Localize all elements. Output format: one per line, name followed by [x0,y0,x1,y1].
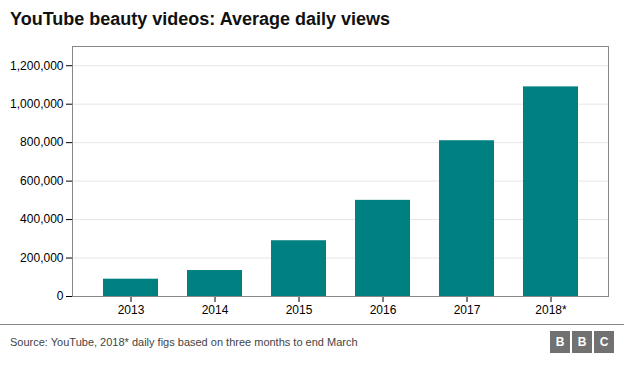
svg-text:1,200,000: 1,200,000 [10,59,64,73]
svg-text:2014: 2014 [202,303,229,317]
html-text:YouTube beauty videos: Average: YouTube beauty videos: Average daily vie… [10,9,391,29]
svg-text:600,000: 600,000 [20,174,64,188]
html-text:B: B [555,335,565,349]
html-text:B: B [577,335,587,349]
html-text:Source: YouTube, 2018* daily f: Source: YouTube, 2018* daily figs based … [10,336,358,348]
svg-text:800,000: 800,000 [20,135,64,149]
svg-text:2018*: 2018* [535,303,567,317]
svg-text:1,000,000: 1,000,000 [10,97,64,111]
svg-text:2017: 2017 [454,303,481,317]
svg-text:0: 0 [57,289,64,303]
svg-text:2013: 2013 [118,303,145,317]
svg-text:2016: 2016 [370,303,397,317]
svg-text:200,000: 200,000 [20,251,64,265]
svg-text:2015: 2015 [286,303,313,317]
html-text:C: C [599,335,609,349]
svg-text:400,000: 400,000 [20,212,64,226]
